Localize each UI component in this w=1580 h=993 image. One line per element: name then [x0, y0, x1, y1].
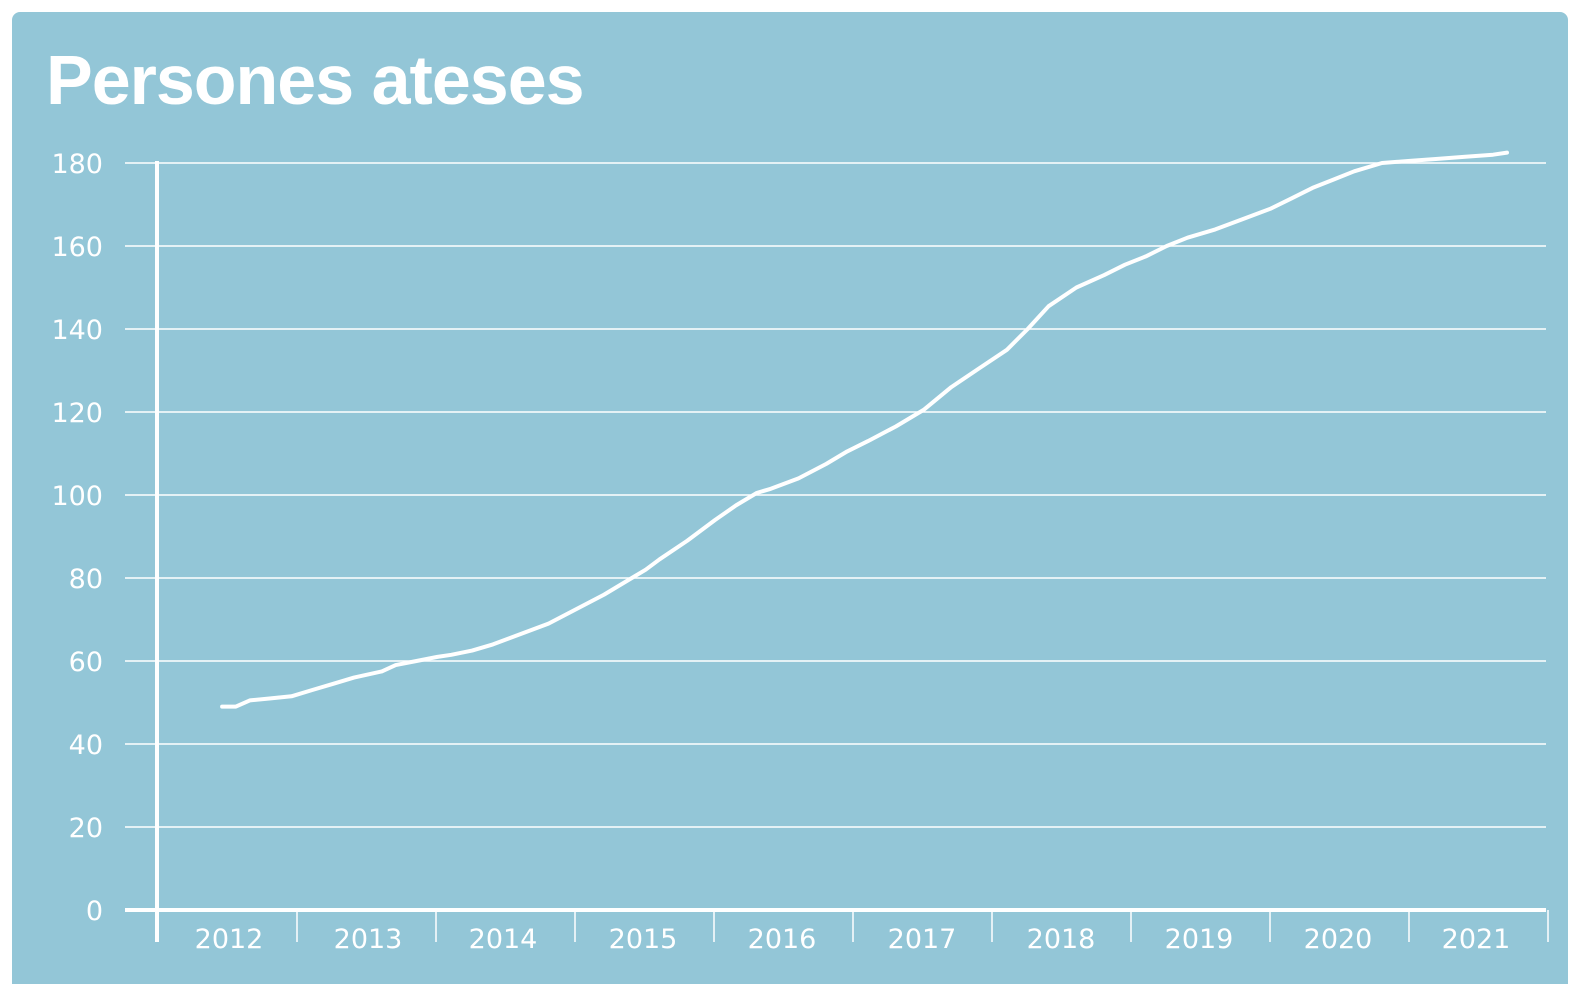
- x-tick-label-2014: 2014: [469, 924, 538, 955]
- series-group: [220, 150, 1509, 709]
- x-tick-label-2020: 2020: [1304, 924, 1373, 955]
- y-axis-ticks: 0 20 40 60 80 100 120 140 160 180: [51, 149, 103, 927]
- y-tick-label-100: 100: [51, 481, 103, 512]
- y-tick-label-140: 140: [51, 315, 103, 346]
- y-tick-label-160: 160: [51, 232, 103, 263]
- y-tick-label-120: 120: [51, 398, 103, 429]
- y-tick-label-60: 60: [69, 647, 103, 678]
- x-tick-label-2016: 2016: [748, 924, 817, 955]
- x-tick-label-2012: 2012: [195, 924, 264, 955]
- x-tick-label-2019: 2019: [1165, 924, 1234, 955]
- y-tick-label-80: 80: [69, 564, 103, 595]
- x-tick-label-2015: 2015: [609, 924, 678, 955]
- y-tick-label-180: 180: [51, 149, 103, 180]
- grid-lines: [125, 162, 1546, 828]
- x-tick-label-2018: 2018: [1027, 924, 1096, 955]
- chart-title: Persones ateses: [46, 41, 585, 119]
- x-axis-ticks: 2012 2013 2014 2015 2016 2017 2018 2019 2020 2021: [195, 924, 1511, 955]
- x-tick-label-2021: 2021: [1442, 924, 1511, 955]
- y-tick-label-40: 40: [69, 730, 103, 761]
- x-tick-label-2017: 2017: [888, 924, 957, 955]
- series-line-0: [220, 150, 1509, 709]
- chart-panel: [12, 12, 1568, 984]
- y-tick-label-20: 20: [69, 813, 103, 844]
- y-tick-label-0: 0: [86, 896, 103, 927]
- x-tick-label-2013: 2013: [334, 924, 403, 955]
- axes: [125, 161, 1549, 942]
